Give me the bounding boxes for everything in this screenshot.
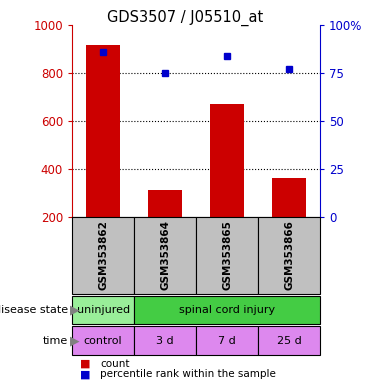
Text: 3 d: 3 d xyxy=(156,336,174,346)
Text: percentile rank within the sample: percentile rank within the sample xyxy=(100,369,276,379)
Text: ■: ■ xyxy=(80,369,90,379)
Text: 25 d: 25 d xyxy=(277,336,302,346)
Text: ■: ■ xyxy=(80,359,90,369)
Text: uninjured: uninjured xyxy=(77,305,130,315)
Text: GDS3507 / J05510_at: GDS3507 / J05510_at xyxy=(107,10,263,26)
Text: time: time xyxy=(43,336,68,346)
Bar xyxy=(258,326,320,355)
Bar xyxy=(210,104,244,217)
Bar xyxy=(134,217,196,294)
Bar xyxy=(196,217,258,294)
Text: spinal cord injury: spinal cord injury xyxy=(179,305,275,315)
Bar xyxy=(148,190,182,217)
Bar xyxy=(72,296,134,324)
Bar xyxy=(134,296,320,324)
Bar xyxy=(272,178,306,217)
Text: GSM353866: GSM353866 xyxy=(284,220,294,290)
Text: control: control xyxy=(84,336,122,346)
Text: GSM353862: GSM353862 xyxy=(98,220,108,290)
Bar xyxy=(134,326,196,355)
Bar xyxy=(258,217,320,294)
Bar xyxy=(72,326,134,355)
Text: count: count xyxy=(100,359,130,369)
Text: GSM353865: GSM353865 xyxy=(222,220,232,290)
Text: 7 d: 7 d xyxy=(218,336,236,346)
Text: ▶: ▶ xyxy=(70,334,80,347)
Text: disease state: disease state xyxy=(0,305,68,315)
Bar xyxy=(86,45,120,217)
Bar xyxy=(196,326,258,355)
Text: GSM353864: GSM353864 xyxy=(160,220,170,290)
Text: ▶: ▶ xyxy=(70,304,80,316)
Bar xyxy=(72,217,134,294)
